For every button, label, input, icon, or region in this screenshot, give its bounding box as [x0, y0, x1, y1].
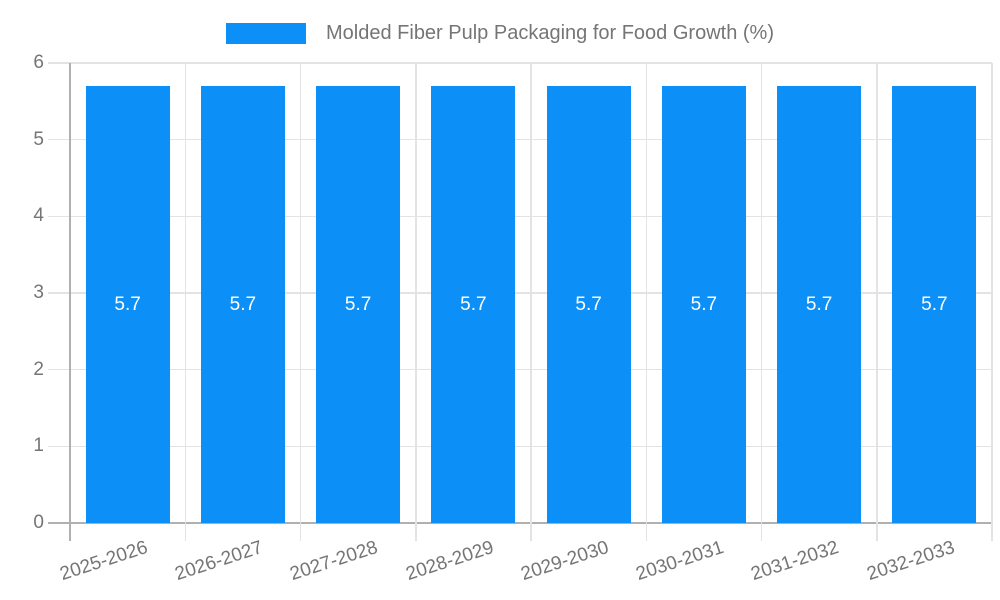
bar-value-label: 5.7 — [690, 293, 718, 315]
grid-v-line — [991, 63, 993, 541]
bar[interactable]: 5.7 — [661, 86, 746, 523]
x-category-label: 2026-2027 — [172, 537, 266, 586]
x-category-label: 2030-2031 — [633, 537, 727, 586]
bar-value-label: 5.7 — [229, 293, 257, 315]
x-category-label: 2031-2032 — [748, 537, 842, 586]
y-tick-label: 3 — [33, 282, 44, 303]
grid-h-line — [48, 445, 992, 448]
x-category-label: 2025-2026 — [57, 537, 151, 586]
y-tick-label: 1 — [33, 435, 44, 457]
grid-v-line — [530, 63, 532, 541]
grid-v-line — [415, 63, 417, 541]
grid-v-line — [760, 63, 763, 541]
y-axis-line — [69, 63, 71, 541]
bar[interactable]: 5.7 — [200, 86, 285, 523]
y-tick-label: 2 — [33, 358, 44, 380]
grid-h-line — [48, 215, 992, 218]
bar-value-label: 5.7 — [114, 293, 141, 315]
y-tick-label: 0 — [33, 512, 44, 533]
bar[interactable]: 5.7 — [546, 86, 631, 523]
legend-label: Molded Fiber Pulp Packaging for Food Gro… — [326, 22, 774, 44]
grid-h-line — [48, 368, 992, 371]
bar[interactable]: 5.7 — [777, 86, 862, 523]
bar[interactable]: 5.7 — [85, 86, 170, 523]
bar-value-label: 5.7 — [460, 293, 487, 315]
x-axis-baseline — [48, 522, 992, 524]
grid-v-line — [876, 63, 878, 541]
grid-v-line — [299, 63, 302, 541]
bar-value-label: 5.7 — [805, 293, 833, 315]
bar-value-label: 5.7 — [344, 293, 372, 315]
legend-swatch — [226, 23, 306, 44]
bar-value-label: 5.7 — [575, 293, 602, 315]
legend[interactable]: Molded Fiber Pulp Packaging for Food Gro… — [0, 22, 1000, 45]
grid-h-line — [48, 138, 992, 141]
grid-h-line — [48, 292, 992, 294]
grid-v-line — [645, 63, 647, 541]
y-tick-label: 6 — [33, 52, 44, 73]
grid-v-line — [184, 63, 186, 541]
y-tick-label: 4 — [33, 205, 44, 227]
bar[interactable]: 5.7 — [431, 86, 516, 523]
grid-h-line — [48, 62, 992, 64]
bar[interactable]: 5.7 — [316, 86, 401, 523]
bar-value-label: 5.7 — [921, 293, 948, 315]
x-category-label: 2027-2028 — [287, 537, 381, 586]
x-category-label: 2032-2033 — [863, 537, 957, 586]
x-category-label: 2029-2030 — [518, 537, 612, 586]
bar[interactable]: 5.7 — [892, 86, 977, 523]
y-tick-label: 5 — [33, 128, 44, 150]
x-category-label: 2028-2029 — [402, 537, 496, 586]
